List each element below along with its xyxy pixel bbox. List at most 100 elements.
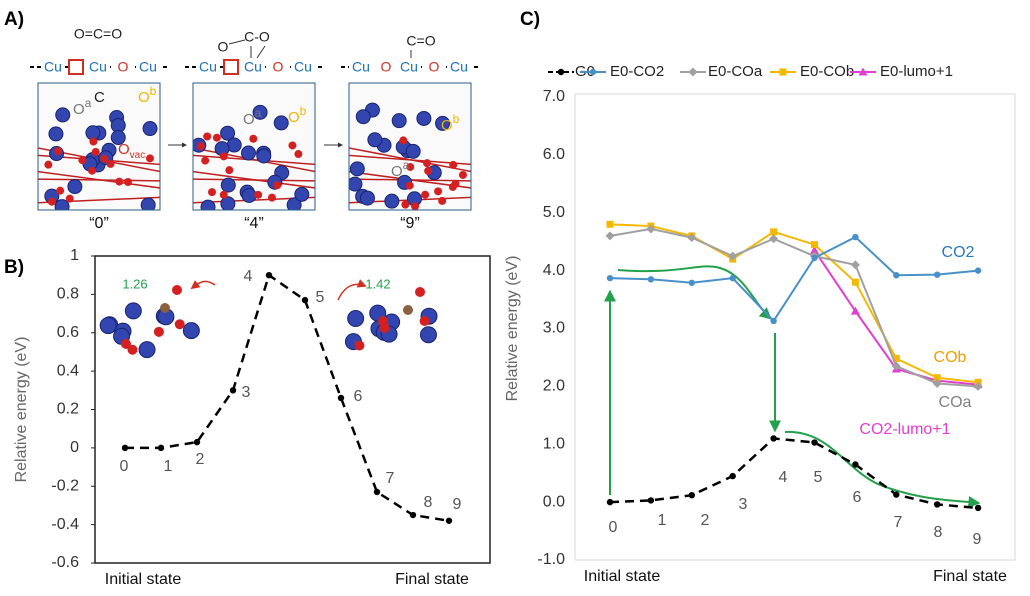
- point: [893, 272, 900, 279]
- legend-label: E0-COa: [708, 63, 763, 80]
- point: [337, 394, 345, 402]
- o-atom: [219, 152, 228, 161]
- legend-label: E0-CO2: [610, 63, 664, 80]
- o-atom: [120, 338, 131, 349]
- point-label: 5: [316, 289, 325, 306]
- o-atom: [273, 181, 282, 190]
- y-tick-label: 7.0: [543, 88, 565, 105]
- cu-atom: [220, 125, 236, 141]
- point: [409, 511, 417, 519]
- chain-atom: O: [381, 59, 392, 75]
- chain-atom: Cu: [244, 59, 262, 75]
- o-atom: [54, 147, 63, 156]
- o-atom: [267, 193, 276, 202]
- chain-bg: [196, 59, 220, 75]
- y-tick-label: 4.0: [543, 262, 565, 279]
- cu-atom: [435, 115, 451, 131]
- structure-caption: “9”: [400, 215, 420, 232]
- o-atom: [106, 159, 115, 168]
- vacancy-square: [223, 59, 239, 75]
- chain-bg: [41, 59, 65, 75]
- point-label: 7: [386, 470, 395, 487]
- molecule-label: O=C=O: [74, 26, 122, 42]
- o-atom: [47, 197, 56, 206]
- point-label: 1: [164, 458, 173, 475]
- o-atom: [423, 159, 432, 168]
- point: [647, 497, 655, 504]
- point: [265, 271, 273, 279]
- y-tick-label: -0.2: [51, 477, 79, 494]
- plot-frame: [574, 93, 1016, 561]
- point: [892, 355, 900, 363]
- atom-label: Ob: [288, 104, 307, 126]
- chain-bg: [136, 59, 160, 75]
- y-tick-label: 0.8: [57, 286, 79, 303]
- o-atom: [438, 196, 447, 205]
- point: [932, 378, 942, 388]
- cu-atom: [359, 190, 375, 206]
- atom-label: Oa: [243, 106, 262, 128]
- point: [606, 498, 614, 506]
- y-tick-label: -0.6: [51, 554, 79, 571]
- cu-atom: [286, 197, 302, 210]
- x-start-label: Initial state: [584, 568, 661, 585]
- point: [779, 68, 787, 76]
- cu-atom: [367, 132, 383, 148]
- cu-atom: [124, 302, 142, 320]
- molecule-label: O: [218, 39, 229, 55]
- point: [770, 228, 778, 236]
- series-line: [609, 235, 979, 323]
- chain-atom: Cu: [450, 59, 468, 75]
- point-label: 8: [934, 524, 943, 541]
- annotation: 1.26: [122, 276, 147, 291]
- point: [688, 67, 698, 77]
- o-atom: [65, 194, 74, 203]
- point: [728, 251, 738, 261]
- cu-atom: [54, 199, 70, 210]
- bond: [228, 39, 246, 45]
- o-atom: [208, 188, 217, 197]
- o-atom: [153, 326, 164, 337]
- cu-atom: [252, 104, 268, 120]
- point: [770, 317, 777, 325]
- structure-image: [38, 83, 160, 210]
- chain-bg: [111, 59, 135, 75]
- panel-label: A): [4, 9, 24, 30]
- atom-symbol: O: [138, 89, 150, 106]
- atom-sup: b: [300, 104, 307, 118]
- o-atom: [288, 141, 297, 150]
- chain-atom: O: [429, 59, 440, 75]
- molecule-label: C-O: [244, 29, 270, 45]
- legend-marker: [557, 68, 565, 76]
- vacancy-square: [68, 59, 84, 75]
- legend-label: E0-lumo+1: [880, 63, 953, 80]
- chain-atom: Cu: [352, 59, 370, 75]
- o-atom: [458, 170, 467, 179]
- point: [850, 260, 860, 270]
- point: [810, 245, 819, 254]
- atom-sup: a: [85, 96, 92, 110]
- atom-sup: a: [403, 158, 410, 172]
- structure-frame: [348, 82, 472, 211]
- cu-atom: [294, 186, 310, 202]
- atom-sup: a: [255, 106, 262, 120]
- plot-frame: [94, 255, 491, 564]
- legend-marker: [688, 67, 698, 77]
- point-label: 3: [739, 496, 748, 513]
- o-atom: [174, 319, 185, 330]
- point-label: 0: [609, 519, 618, 536]
- point: [729, 472, 736, 480]
- structure-frame: [37, 82, 161, 211]
- o-atom: [127, 344, 138, 355]
- cu-atom: [241, 187, 257, 203]
- o-atom: [354, 340, 365, 351]
- cu-atom: [349, 176, 363, 192]
- atom-label: C: [94, 89, 105, 106]
- structure-caption: “4”: [244, 215, 264, 232]
- point: [769, 234, 779, 244]
- point: [557, 68, 565, 76]
- point: [687, 233, 697, 243]
- panel-c-arrows: [604, 265, 981, 508]
- point-label: 2: [701, 512, 710, 529]
- annotation: COb: [934, 349, 967, 366]
